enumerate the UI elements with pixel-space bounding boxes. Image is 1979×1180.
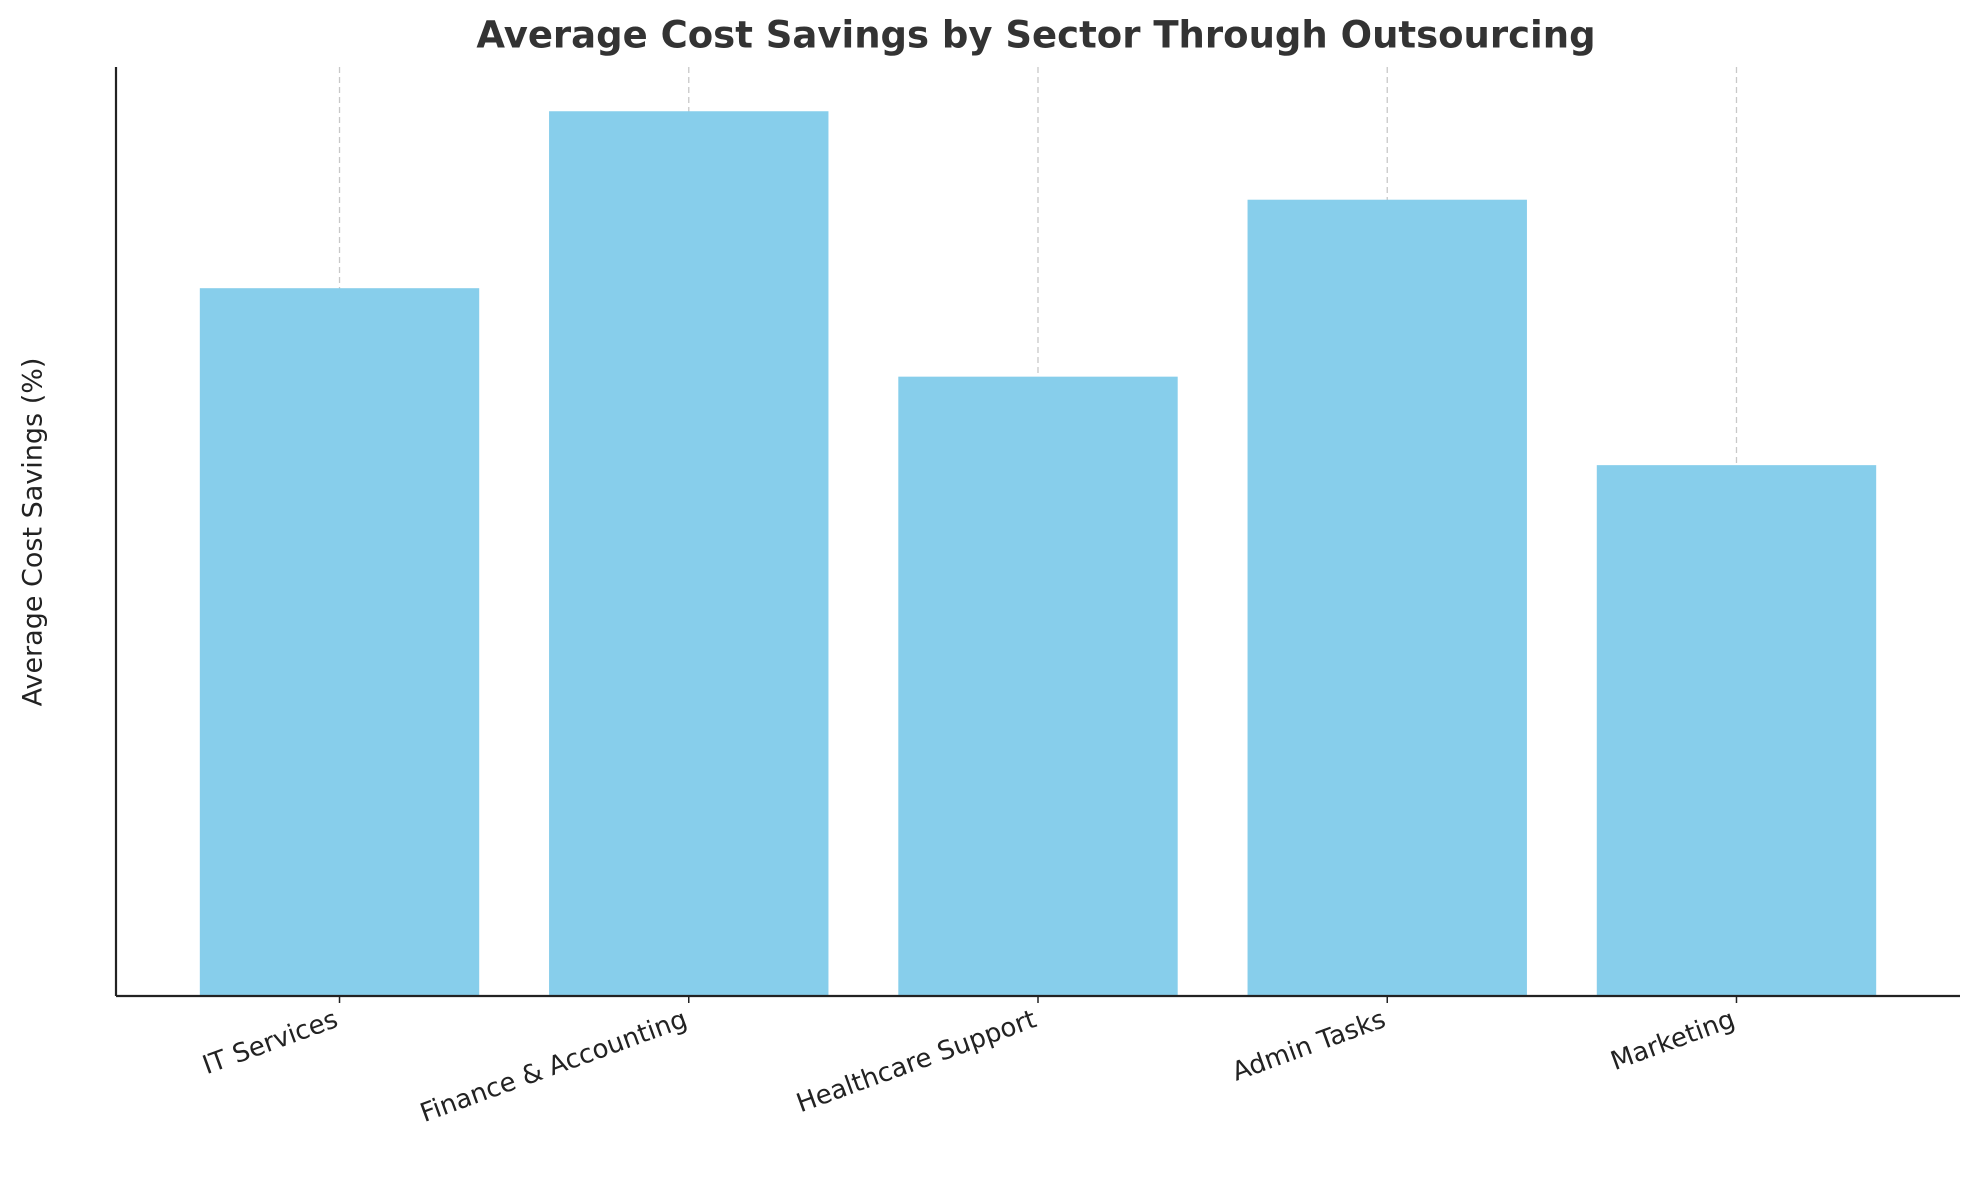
bar	[898, 376, 1178, 997]
x-tick-label: Marketing	[1607, 1004, 1739, 1077]
bar	[1596, 465, 1877, 997]
x-tick-label: Finance & Accounting	[416, 1004, 691, 1128]
x-tick-label: Healthcare Support	[793, 1004, 1041, 1119]
y-axis-label: Average Cost Savings (%)	[18, 358, 49, 707]
bar	[1247, 199, 1527, 996]
chart-title: Average Cost Savings by Sector Through O…	[476, 14, 1595, 57]
x-tick-label: Admin Tasks	[1228, 1004, 1389, 1087]
bar	[199, 288, 480, 996]
bars	[199, 111, 1877, 997]
x-tick-label: IT Services	[199, 1004, 342, 1081]
bar	[549, 111, 829, 996]
